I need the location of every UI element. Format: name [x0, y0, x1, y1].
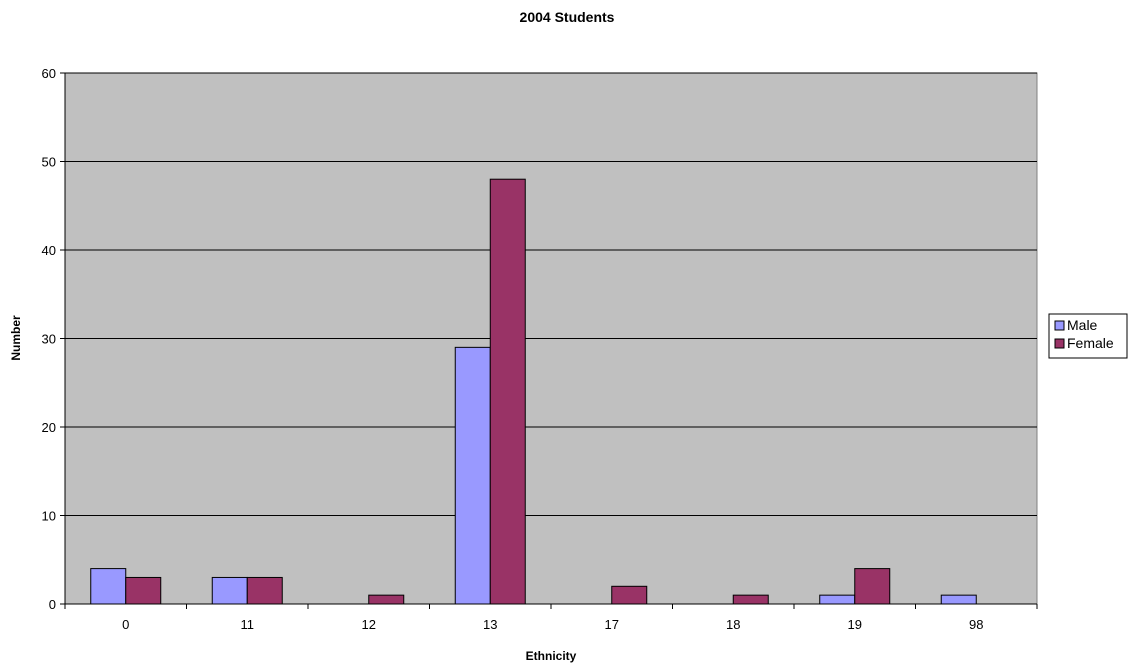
legend-label-female: Female	[1067, 335, 1114, 351]
y-tick-label: 10	[42, 509, 56, 524]
bar-female-13	[489, 178, 526, 605]
legend-label-male: Male	[1067, 317, 1098, 333]
x-axis-label: Ethnicity	[526, 649, 577, 663]
y-tick-label: 20	[42, 420, 56, 435]
y-axis-label: Number	[9, 315, 23, 361]
x-tick-label: 98	[969, 617, 983, 632]
bar-male-13	[454, 346, 491, 605]
legend-swatch-male	[1054, 320, 1065, 331]
x-tick-label: 13	[483, 617, 497, 632]
x-tick-label: 11	[241, 617, 255, 632]
bar-male-19	[819, 594, 856, 605]
bar-male-0	[90, 568, 127, 605]
bar-female-0	[125, 576, 162, 605]
y-tick-label: 50	[42, 155, 56, 170]
bar-male-98	[940, 594, 977, 605]
y-tick-label: 40	[42, 243, 56, 258]
x-tick-label: 17	[605, 617, 619, 632]
bar-female-11	[246, 576, 283, 605]
bar-female-12	[368, 594, 405, 605]
grid-lines	[65, 72, 1037, 516]
bar-female-18	[732, 594, 769, 605]
x-tick-label: 18	[726, 617, 740, 632]
chart-title: 2004 Students	[520, 9, 615, 25]
x-tick-label: 0	[122, 617, 129, 632]
y-tick-labels: 0 10 20 30 40 50 60	[42, 66, 56, 612]
x-tick-label: 19	[848, 617, 862, 632]
bar-female-19	[854, 568, 891, 605]
bar-female-17	[611, 585, 648, 605]
y-tick-label: 0	[49, 597, 56, 612]
x-tick-label: 12	[362, 617, 376, 632]
legend-swatch-female	[1054, 338, 1065, 349]
y-tick-label: 30	[42, 332, 56, 347]
axes	[60, 72, 1038, 609]
x-tick-labels: 0 11 12 13 17 18 19 98	[122, 617, 983, 632]
legend: Male Female	[1048, 313, 1128, 359]
y-tick-label: 60	[42, 66, 56, 81]
bar-male-11	[211, 576, 248, 605]
